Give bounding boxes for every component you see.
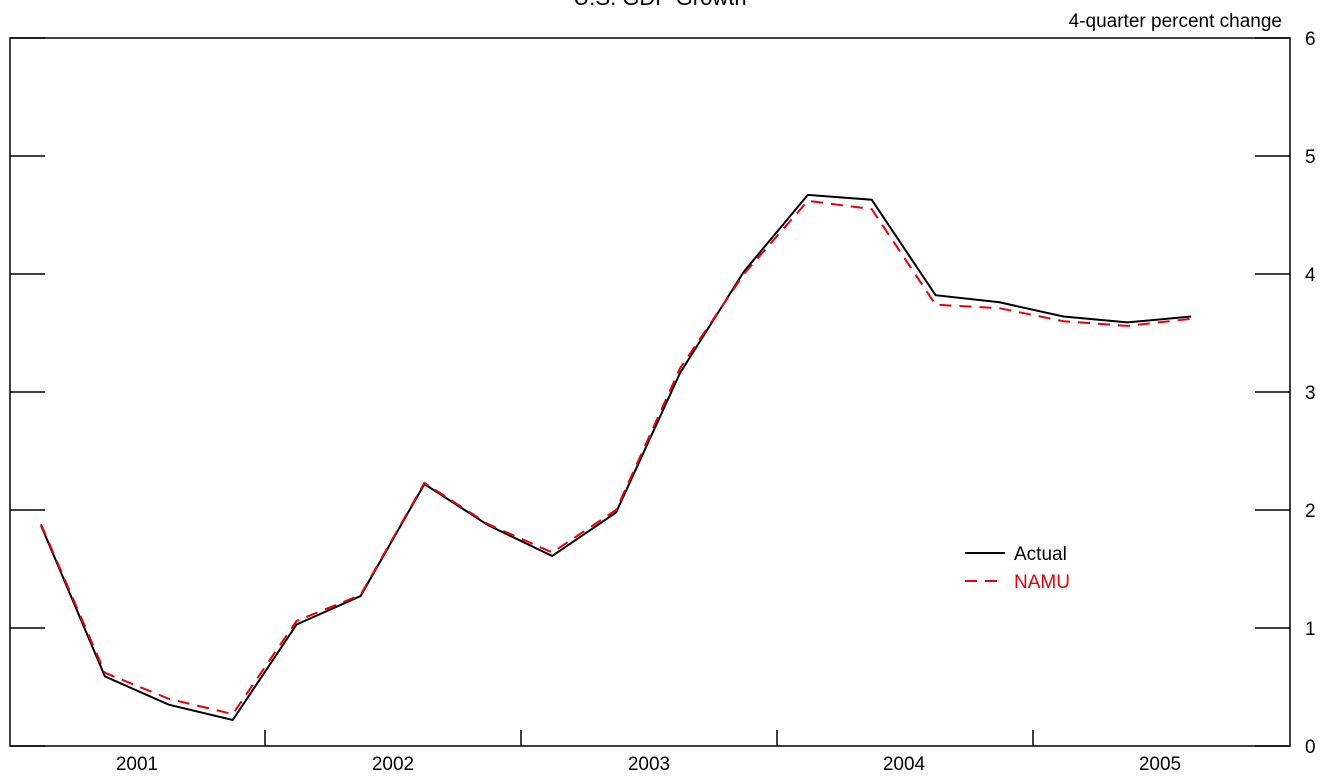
series-line-namu: [40, 199, 1192, 716]
y-tick-label: 4: [1305, 265, 1316, 286]
x-axis: 2001 2002 2003 2004 2005: [116, 730, 1181, 775]
y-tick-label: 0: [1305, 737, 1316, 758]
series-line-actual: [40, 193, 1192, 722]
legend: Actual NAMU: [965, 544, 1070, 593]
plot-frame: [9, 37, 1291, 747]
x-tick-label: 2001: [116, 754, 158, 775]
legend-label-namu: NAMU: [1014, 572, 1070, 593]
y-axis: 0 1 2 3 4 5 6: [10, 29, 1316, 758]
y-tick-label: 2: [1305, 501, 1316, 522]
legend-label-actual: Actual: [1014, 544, 1067, 565]
series-lines: [40, 193, 1192, 722]
y-tick-label: 1: [1305, 619, 1316, 640]
x-tick-label: 2003: [628, 754, 670, 775]
y-tick-label: 5: [1305, 147, 1316, 168]
x-tick-label: 2004: [883, 754, 926, 775]
x-tick-label: 2002: [372, 754, 414, 775]
y-axis-label: 4-quarter percent change: [1069, 11, 1282, 32]
chart-title: U.S. GDP Growth: [573, 0, 746, 10]
y-tick-label: 3: [1305, 383, 1316, 404]
y-tick-label: 6: [1305, 29, 1316, 50]
x-tick-label: 2005: [1139, 754, 1181, 775]
